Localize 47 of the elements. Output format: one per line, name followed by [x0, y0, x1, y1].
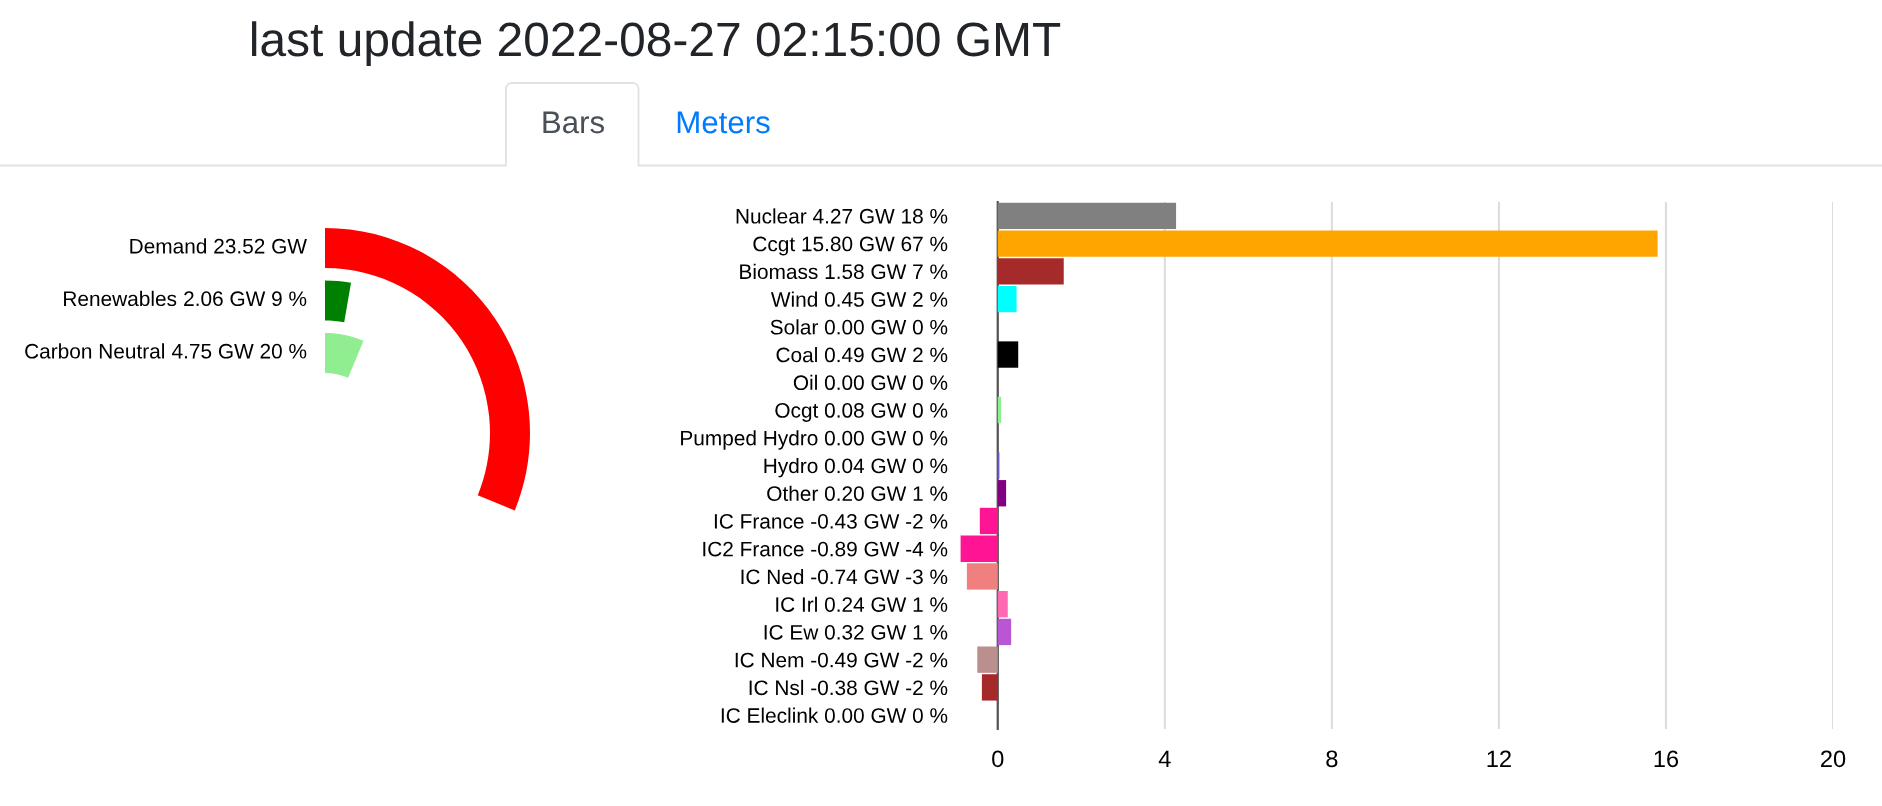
y-tick-label: Other 0.20 GW 1 % — [767, 485, 948, 501]
bar — [979, 507, 998, 535]
x-tick-label: 0 — [992, 750, 1004, 768]
bar — [997, 258, 1064, 285]
bar — [997, 341, 1019, 368]
y-tick-label: Wind 0.45 GW 2 % — [770, 291, 948, 307]
y-tick-label: Oil 0.00 GW 0 % — [793, 374, 948, 391]
x-tick-label: 20 — [1821, 750, 1846, 768]
bar — [960, 535, 998, 562]
y-tick-label: IC Ew 0.32 GW 1 % — [764, 624, 948, 640]
bar — [981, 674, 998, 701]
text: Bars — [543, 111, 604, 134]
y-tick-label: Ocgt 0.08 GW 0 % — [775, 403, 948, 422]
y-tick-label: Ccgt 15.80 GW 67 % — [753, 236, 948, 256]
bar — [997, 591, 1008, 618]
bar — [997, 480, 1007, 507]
y-tick-label: IC Nsl -0.38 GW -2 % — [749, 679, 948, 696]
x-tick-label: 12 — [1487, 750, 1511, 767]
y-tick-label: Hydro 0.04 GW 0 % — [764, 457, 948, 478]
y-tick-label: IC Ned -0.74 GW -3 % — [741, 568, 948, 585]
x-tick-label: 16 — [1654, 750, 1679, 768]
data-label: 2.06 GW 9 % — [184, 291, 307, 307]
y-tick-label: IC Nem -0.49 GW -2 % — [735, 652, 948, 668]
data-label: 4.75 GW 20 % — [172, 343, 307, 359]
category-label: Demand — [130, 238, 207, 254]
category-label: Renewables — [64, 290, 177, 307]
y-tick-label: Pumped Hydro 0.00 GW 0 % — [681, 430, 948, 450]
x-tick-label: 4 — [1158, 750, 1171, 767]
text: last update 2022-08-27 02:15:00 GMT — [252, 21, 1061, 66]
bar — [997, 618, 1012, 646]
y-tick-label: IC Irl 0.24 GW 1 % — [776, 596, 948, 612]
bar — [997, 230, 1658, 257]
x-tick-label: 8 — [1326, 750, 1338, 768]
y-tick-label: Solar 0.00 GW 0 % — [770, 319, 948, 335]
bar — [966, 563, 998, 590]
bar — [997, 202, 1177, 230]
data-label: 23.52 GW — [214, 238, 307, 254]
y-tick-label: IC2 France -0.89 GW -4 % — [703, 541, 948, 557]
y-tick-label: Coal 0.49 GW 2 % — [776, 347, 948, 363]
bar — [977, 646, 998, 673]
y-tick-label: IC Eleclink 0.00 GW 0 % — [721, 707, 948, 723]
text: Meters — [677, 111, 770, 134]
y-tick-label: Nuclear 4.27 GW 18 % — [736, 208, 948, 224]
y-tick-label: Biomass 1.58 GW 7 % — [740, 263, 948, 280]
category-label: Carbon Neutral — [25, 343, 164, 359]
y-tick-label: IC France -0.43 GW -2 % — [714, 513, 948, 529]
bar — [997, 285, 1017, 313]
